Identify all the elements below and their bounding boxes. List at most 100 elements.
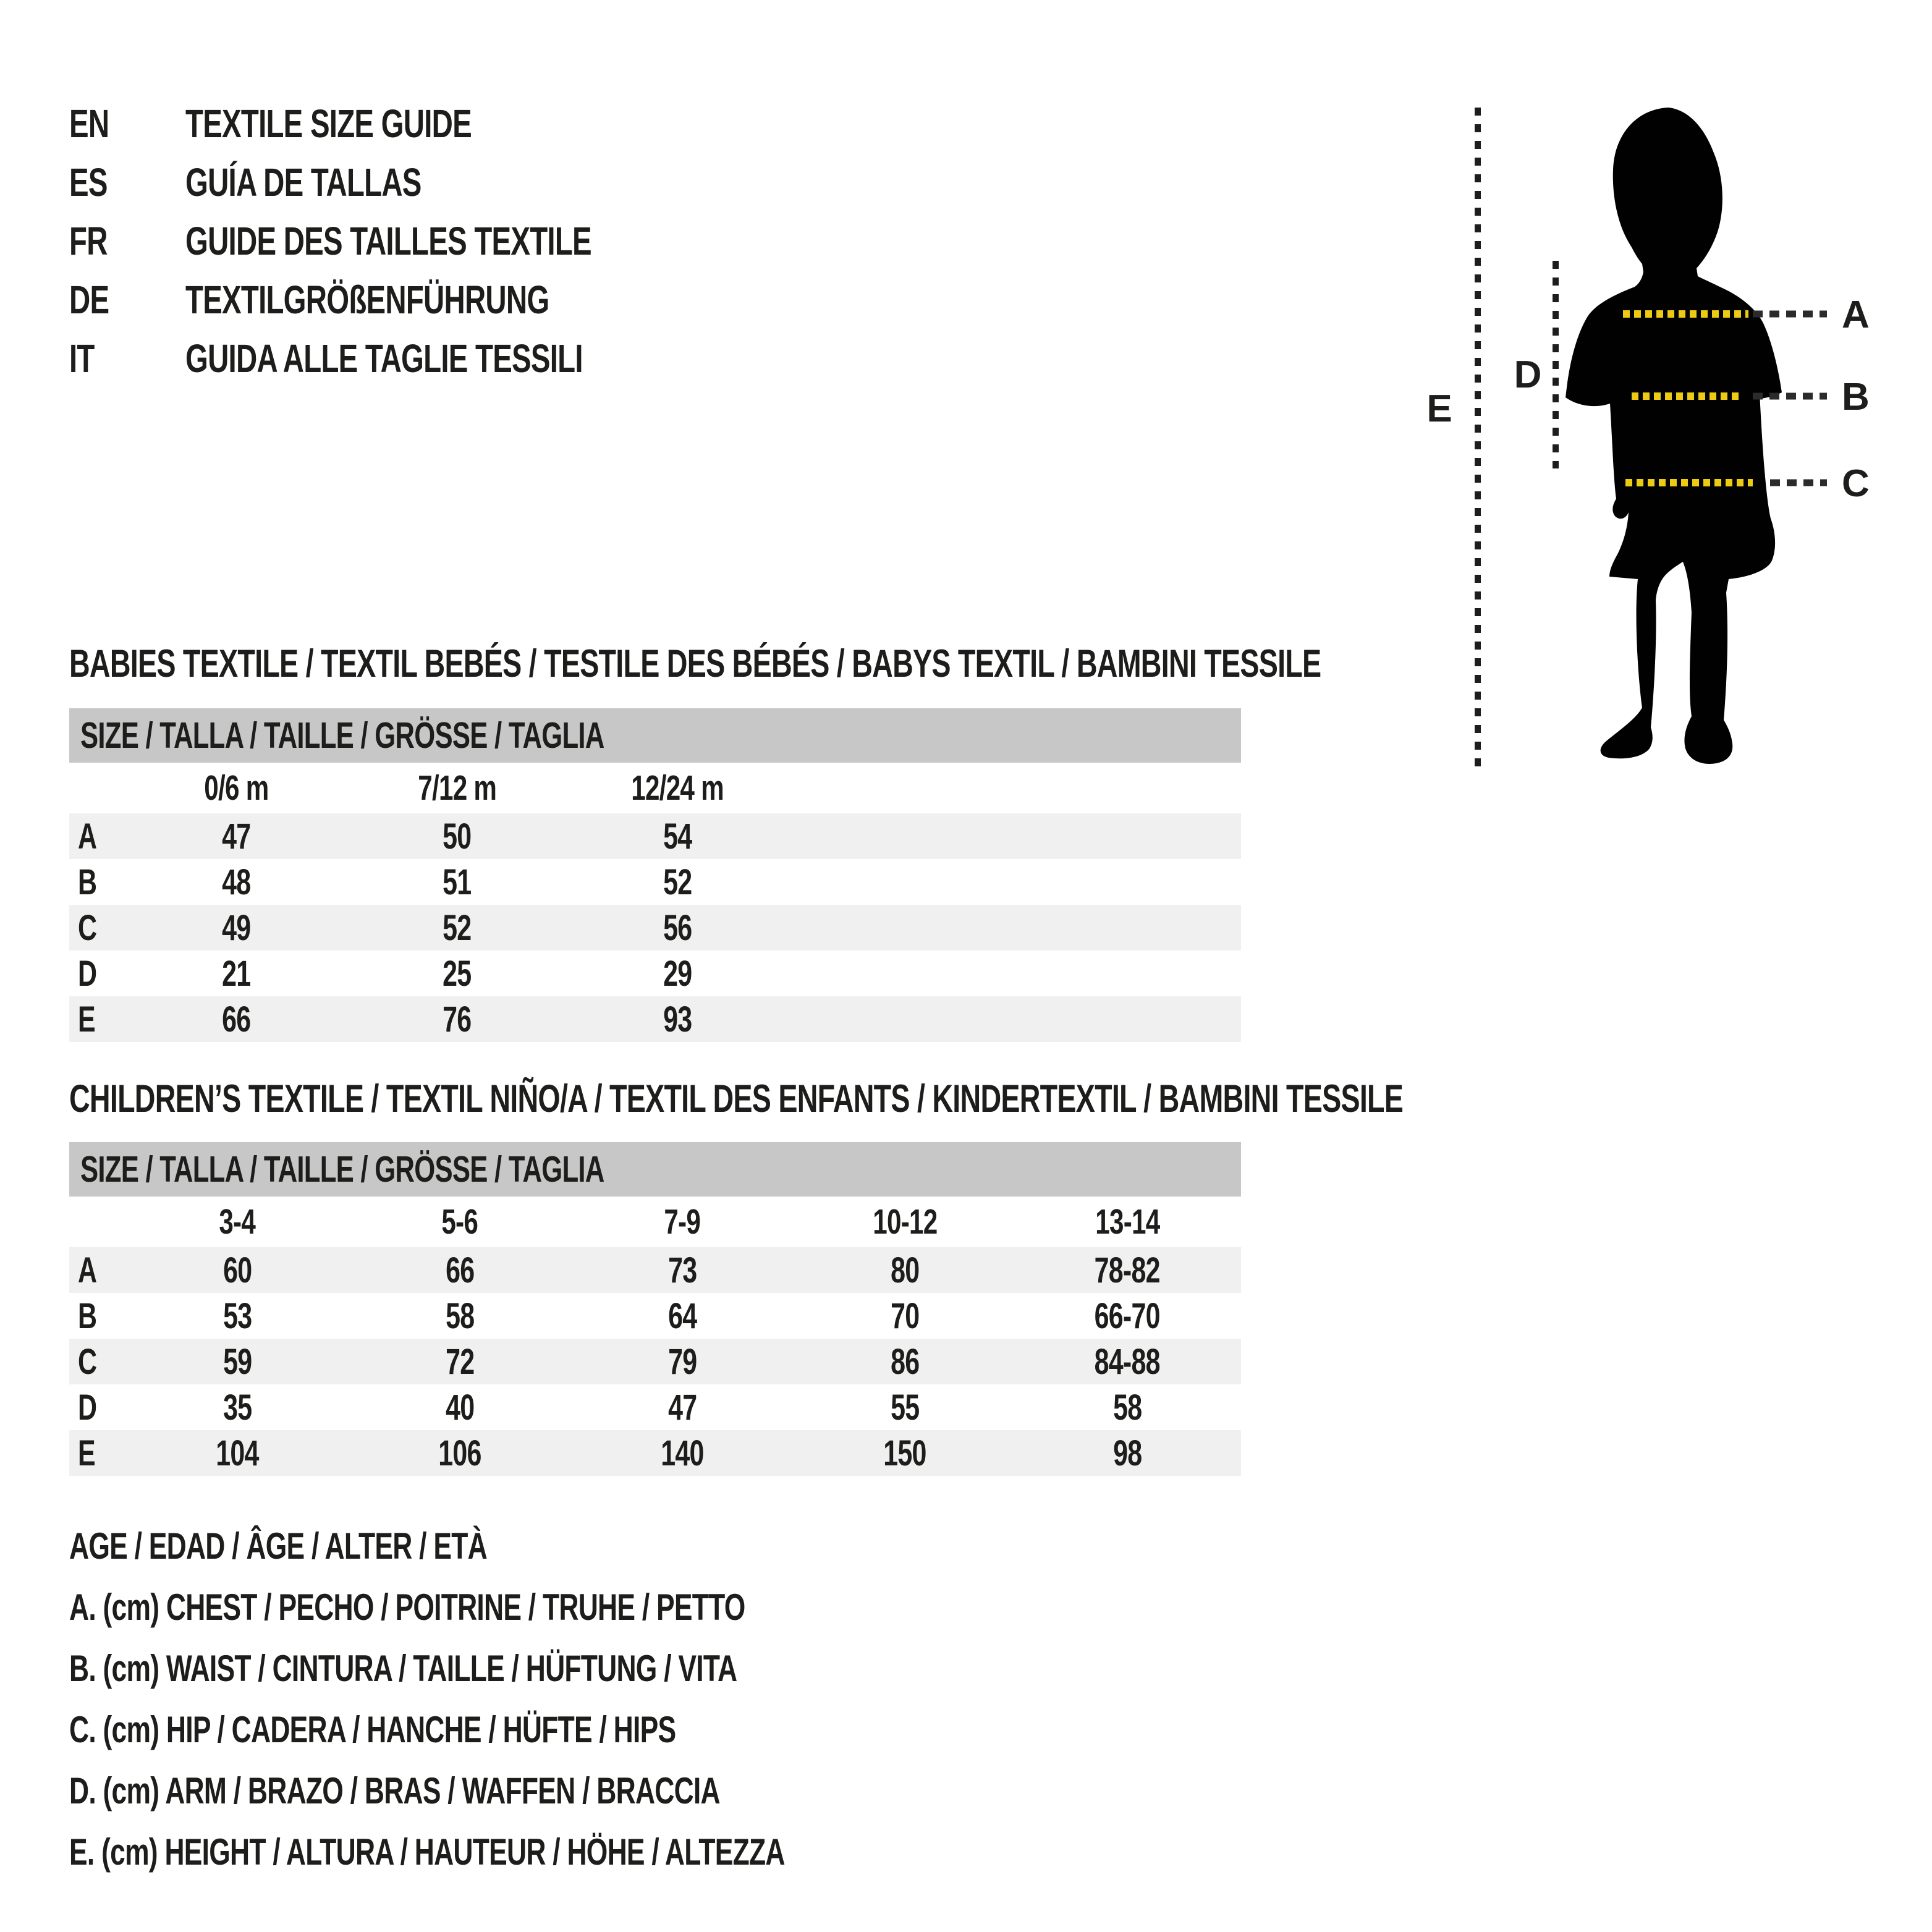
children-row-A: A 60 66 73 80 78-82 [69,1247,1241,1293]
cell-value: 21 [222,953,251,994]
guide-title-en: TEXTILE SIZE GUIDE [185,101,472,146]
cell-value: 29 [663,953,692,994]
chest-line-A: A [1623,294,1870,336]
children-section-title: CHILDREN’S TEXTILE / TEXTIL NIÑO/A / TEX… [69,1075,1871,1122]
cell-value: 64 [667,1295,697,1336]
cell-value: 79 [667,1341,697,1382]
children-row-C: C 59 72 79 86 84-88 [69,1339,1241,1384]
cell-value: 140 [661,1433,704,1473]
cell-value: 40 [445,1387,475,1428]
children-col-10-12: 10-12 [872,1202,938,1242]
children-row-B: B 53 58 64 70 66-70 [69,1293,1241,1339]
row-label: C [78,907,97,948]
babies-table-header-bar: SIZE / TALLA / TAILLE / GRÖSSE / TAGLIA [69,708,1241,763]
children-section-title-text: CHILDREN’S TEXTILE / TEXTIL NIÑO/A / TEX… [69,1077,1404,1121]
row-label: A [78,816,97,857]
cell-value: 66-70 [1094,1295,1161,1336]
lang-code-es: ES [69,159,108,205]
cell-value: 25 [443,953,472,994]
babies-row-D: D 21 25 29 [69,951,1241,996]
cell-value: 47 [667,1387,697,1428]
children-table-header-bar: SIZE / TALLA / TAILLE / GRÖSSE / TAGLIA [69,1142,1241,1197]
children-size-table: SIZE / TALLA / TAILLE / GRÖSSE / TAGLIA … [69,1142,1241,1476]
lang-row-de: DE TEXTILGRÖßENFÜHRUNG [69,270,734,329]
lang-row-en: EN TEXTILE SIZE GUIDE [69,94,734,153]
babies-col-7-12m: 7/12 m [418,768,497,808]
children-col-3-4: 3-4 [219,1202,256,1242]
children-row-D: D 35 40 47 55 58 [69,1384,1241,1430]
lang-code-it: IT [69,336,95,381]
babies-table-header-text: SIZE / TALLA / TAILLE / GRÖSSE / TAGLIA [80,715,604,756]
legend-hip-text: C. (cm) HIP / CADERA / HANCHE / HÜFTE / … [69,1709,676,1750]
children-table-header-text: SIZE / TALLA / TAILLE / GRÖSSE / TAGLIA [80,1149,604,1190]
child-silhouette [1566,108,1782,764]
cell-value: 76 [443,999,472,1040]
cell-value: 106 [438,1433,481,1473]
cell-value: 104 [216,1433,259,1473]
cell-value: 54 [663,816,692,857]
cell-value: 78-82 [1094,1250,1161,1290]
legend-arm: D. (cm) ARM / BRAZO / BRAS / WAFFEN / BR… [69,1760,1036,1821]
row-label: B [78,862,97,902]
cell-value: 49 [222,907,251,948]
row-label: E [78,1433,96,1473]
babies-colhead-spacer [69,763,126,813]
lang-code-de: DE [69,277,109,322]
cell-value: 48 [222,862,251,902]
children-column-header-row: 3-4 5-6 7-9 10-12 13-14 [69,1197,1241,1247]
legend-age: AGE / EDAD / ÂGE / ALTER / ETÀ [69,1515,1036,1577]
cell-value: 66 [445,1250,475,1290]
children-row-E: E 104 106 140 150 98 [69,1430,1241,1476]
row-label: D [78,1387,97,1428]
legend-waist: B. (cm) WAIST / CINTURA / TAILLE / HÜFTU… [69,1638,1036,1699]
children-col-5-6: 5-6 [441,1202,478,1242]
babies-row-B: B 48 51 52 [69,859,1241,905]
cell-value: 50 [443,816,472,857]
babies-column-header-row: 0/6 m 7/12 m 12/24 m [69,763,1241,813]
guide-title-de: TEXTILGRÖßENFÜHRUNG [185,277,549,322]
cell-value: 66 [222,999,251,1040]
lang-row-fr: FR GUIDE DES TAILLES TEXTILE [69,211,734,270]
cell-value: 52 [443,907,472,948]
cell-value: 150 [883,1433,926,1473]
row-label: A [78,1250,97,1290]
cell-value: 51 [443,862,472,902]
legend-height-text: E. (cm) HEIGHT / ALTURA / HAUTEUR / HÖHE… [69,1831,785,1873]
row-label: C [78,1341,97,1382]
cell-value: 70 [890,1295,920,1336]
babies-size-table: SIZE / TALLA / TAILLE / GRÖSSE / TAGLIA … [69,708,1241,1042]
legend-hip: C. (cm) HIP / CADERA / HANCHE / HÜFTE / … [69,1699,1036,1760]
legend-age-text: AGE / EDAD / ÂGE / ALTER / ETÀ [69,1525,488,1567]
legend-chest-text: A. (cm) CHEST / PECHO / POITRINE / TRUHE… [69,1587,745,1628]
cell-value: 58 [445,1295,475,1336]
legend-arm-text: D. (cm) ARM / BRAZO / BRAS / WAFFEN / BR… [69,1770,721,1811]
children-col-13-14: 13-14 [1095,1202,1160,1242]
children-colhead-spacer [69,1197,126,1247]
figure-label-B: B [1842,376,1870,418]
cell-value: 86 [890,1341,920,1382]
babies-section-title-text: BABIES TEXTILE / TEXTIL BEBÉS / TESTILE … [69,642,1321,685]
figure-label-A: A [1842,294,1870,336]
language-title-list: EN TEXTILE SIZE GUIDE ES GUÍA DE TALLAS … [69,94,734,388]
babies-col-12-24m: 12/24 m [631,768,724,808]
figure-label-D: D [1514,354,1542,396]
figure-label-C: C [1842,462,1870,505]
babies-row-C: C 49 52 56 [69,905,1241,951]
figure-label-E: E [1426,388,1452,430]
babies-section-title: BABIES TEXTILE / TEXTIL BEBÉS / TESTILE … [69,640,1761,687]
hip-line-C: C [1625,462,1870,505]
cell-value: 47 [222,816,251,857]
cell-value: 98 [1112,1433,1142,1473]
lang-row-it: IT GUIDA ALLE TAGLIE TESSILI [69,329,734,388]
lang-code-fr: FR [69,218,108,263]
lang-code-en: EN [69,101,109,146]
legend-chest: A. (cm) CHEST / PECHO / POITRINE / TRUHE… [69,1577,1036,1638]
guide-title-es: GUÍA DE TALLAS [185,159,422,205]
legend-waist-text: B. (cm) WAIST / CINTURA / TAILLE / HÜFTU… [69,1648,737,1689]
babies-col-0-6m: 0/6 m [204,768,269,808]
cell-value: 35 [222,1387,252,1428]
cell-value: 72 [445,1341,475,1382]
cell-value: 52 [663,862,692,902]
row-label: D [78,953,97,994]
